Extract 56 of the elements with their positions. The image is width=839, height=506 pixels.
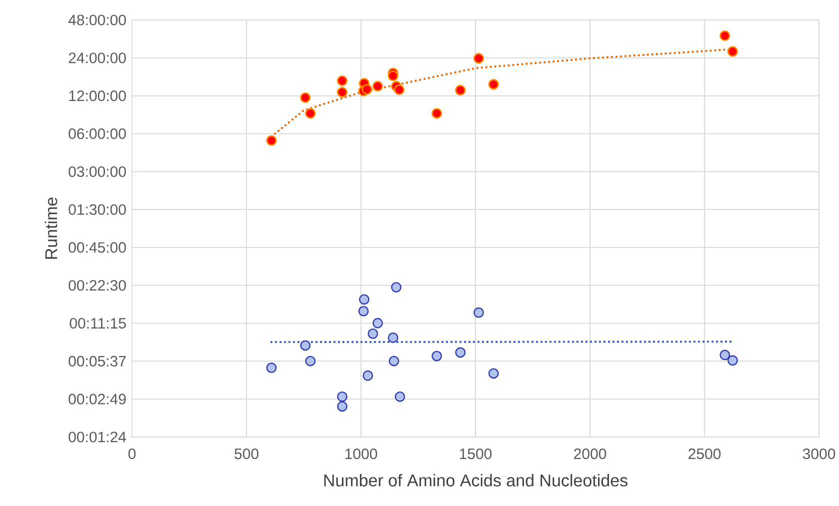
point — [455, 84, 466, 96]
point — [362, 370, 374, 381]
x-axis-title: Number of Amino Acids and Nucleotides — [324, 474, 628, 486]
y-tick-label: 00:11:15 — [70, 318, 126, 329]
point — [337, 401, 348, 412]
point — [720, 30, 730, 42]
point — [368, 328, 378, 339]
point — [488, 79, 499, 90]
y-tick-label: 24:00:00 — [68, 52, 126, 64]
y-tick-label: 06:00:00 — [68, 128, 126, 140]
y-tick-label: 00:22:30 — [68, 280, 126, 291]
point — [432, 350, 442, 362]
y-tick-label: 01:30:00 — [68, 204, 126, 215]
x-tick-label: 500 — [234, 448, 258, 460]
point — [394, 84, 405, 96]
point — [388, 332, 398, 343]
point — [391, 282, 402, 292]
point — [720, 350, 730, 360]
x-tick-label: 0 — [128, 448, 136, 460]
point — [266, 135, 277, 146]
x-tick-label: 1000 — [345, 448, 378, 460]
y-tick-label: 00:05:37 — [68, 356, 126, 366]
point — [305, 108, 316, 119]
x-tick-label: 2500 — [688, 448, 721, 460]
point — [337, 391, 348, 402]
y-tick-label: 00:01:24 — [68, 432, 126, 442]
point — [358, 306, 369, 316]
point — [336, 75, 348, 86]
point — [372, 80, 384, 92]
y-axis-title: Runtime — [44, 198, 58, 259]
point — [473, 53, 484, 64]
point — [359, 294, 370, 305]
y-tick-label: 48:00:00 — [68, 14, 126, 26]
x-tick-label: 2000 — [574, 448, 606, 460]
y-tick-label: 00:02:49 — [68, 394, 126, 404]
point — [727, 46, 738, 57]
point — [394, 391, 406, 402]
point — [362, 84, 372, 95]
point — [455, 347, 466, 358]
y-tick-label: 00:45:00 — [68, 242, 126, 253]
point — [488, 368, 499, 379]
x-tick-label: 1500 — [460, 448, 492, 460]
point — [388, 70, 398, 82]
x-tick-label: 3000 — [802, 448, 836, 460]
point — [305, 356, 316, 366]
point — [727, 355, 738, 366]
point — [336, 86, 348, 98]
point — [432, 108, 442, 119]
point — [300, 340, 311, 351]
point — [266, 362, 277, 374]
y-tick-label: 03:00:00 — [68, 166, 126, 177]
y-tick-label: 12:00:00 — [69, 90, 126, 102]
point — [388, 356, 400, 366]
point — [300, 92, 311, 103]
point — [474, 307, 484, 318]
point — [372, 318, 383, 328]
